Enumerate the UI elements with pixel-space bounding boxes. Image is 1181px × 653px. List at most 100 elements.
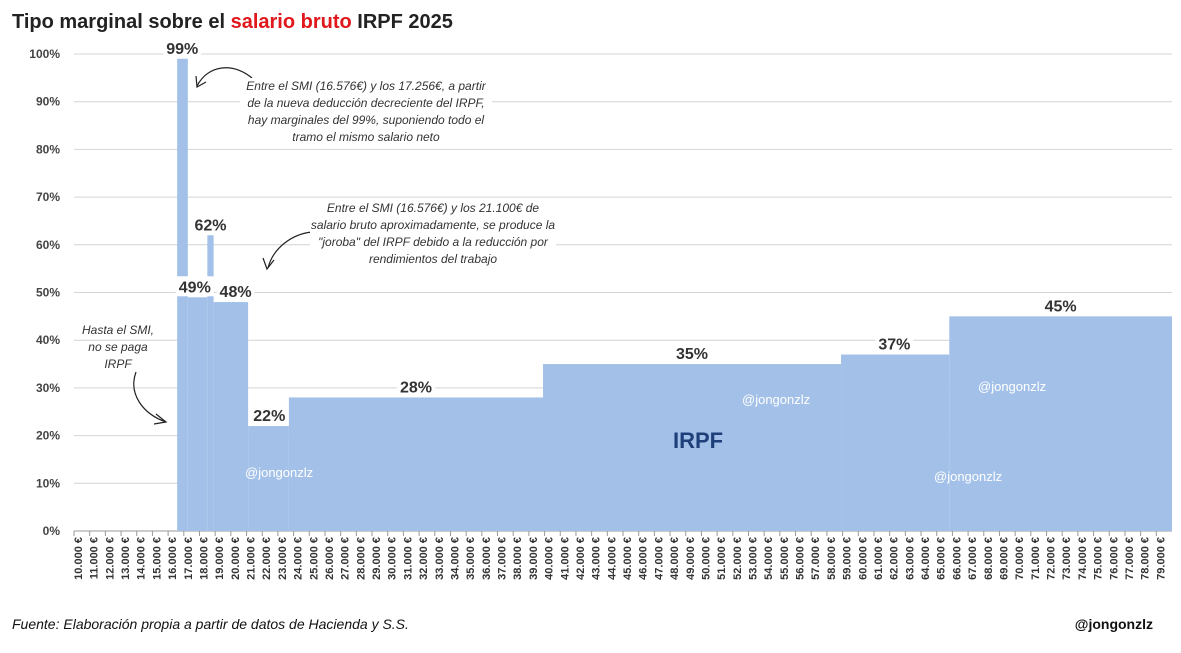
y-tick-label: 60%	[36, 238, 60, 252]
y-tick-label: 70%	[36, 190, 60, 204]
data-label: 49%	[179, 279, 211, 296]
x-tick-label: 25.000 €	[308, 537, 320, 580]
x-tick-label: 14.000 €	[136, 537, 148, 580]
x-tick-label: 43.000 €	[591, 537, 603, 580]
title-part-1: Tipo marginal sobre el	[12, 11, 231, 33]
data-label: 28%	[400, 379, 432, 396]
x-tick-label: 68.000 €	[983, 537, 995, 580]
watermark-4: @jongonzlz	[934, 469, 1003, 484]
arrow-note-3	[133, 371, 167, 423]
x-tick-label: 33.000 €	[434, 537, 446, 580]
x-tick-label: 23.000 €	[277, 537, 289, 580]
x-tick-label: 75.000 €	[1093, 537, 1105, 580]
watermark-1: @jongonzlz	[245, 465, 314, 480]
x-tick-label: 32.000 €	[418, 537, 430, 580]
annotation-99-percent: Entre el SMI (16.576€) y los 17.256€, a …	[240, 78, 492, 146]
rate-segment	[213, 302, 249, 531]
data-label: 48%	[220, 284, 252, 301]
x-tick-label: 36.000 €	[481, 537, 493, 580]
chart-title: Tipo marginal sobre el salario bruto IRP…	[12, 11, 453, 34]
y-tick-label: 50%	[36, 286, 60, 300]
data-label-bg	[163, 37, 202, 58]
rate-segment	[248, 426, 289, 531]
watermark-3: @jongonzlz	[978, 379, 1047, 394]
x-tick-label: 47.000 €	[653, 537, 665, 580]
x-tick-label: 26.000 €	[324, 537, 336, 580]
rate-area	[177, 58, 1172, 532]
x-tick-label: 34.000 €	[449, 537, 461, 580]
x-tick-label: 35.000 €	[465, 537, 477, 580]
x-tick-label: 63.000 €	[904, 537, 916, 580]
y-tick-label: 40%	[36, 333, 60, 347]
annotation-arrows	[133, 67, 313, 425]
data-label-bg	[1041, 295, 1080, 316]
x-tick-label: 60.000 €	[857, 537, 869, 580]
x-tick-label: 10.000 €	[73, 537, 85, 580]
x-tick-label: 17.000 €	[183, 537, 195, 580]
y-axis: 0% 10% 20% 30% 40% 50% 60% 70% 80% 90% 100%	[29, 47, 60, 538]
data-label-bg	[191, 214, 230, 235]
x-tick-label: 24.000 €	[293, 537, 305, 580]
data-label: 37%	[878, 337, 910, 354]
x-tick-label: 22.000 €	[261, 537, 273, 580]
data-label: 22%	[253, 408, 285, 425]
arrowhead-note-1	[195, 75, 207, 88]
x-tick-label: 61.000 €	[873, 537, 885, 580]
x-tick-label: 39.000 €	[528, 537, 540, 580]
rate-segment	[543, 364, 842, 531]
x-tick-label: 31.000 €	[402, 537, 414, 580]
x-tick-label: 59.000 €	[842, 537, 854, 580]
data-label-bg	[175, 276, 214, 297]
x-tick-label: 49.000 €	[685, 537, 697, 580]
data-labels: 99% 62% 49% 48% 22% 28% 35% 37% 45%	[163, 37, 1080, 426]
data-label-bg	[250, 405, 289, 426]
x-tick-label: 19.000 €	[214, 537, 226, 580]
x-tick-label: 51.000 €	[716, 537, 728, 580]
x-tick-label: 45.000 €	[622, 537, 634, 580]
rate-segment	[207, 235, 214, 531]
arrowhead-note-2	[262, 257, 275, 271]
x-tick-label: 15.000 €	[151, 537, 163, 580]
x-tick-label: 77.000 €	[1124, 537, 1136, 580]
x-tick-label: 78.000 €	[1140, 537, 1152, 580]
data-label: 62%	[194, 217, 226, 234]
watermark-2: @jongonzlz	[742, 392, 811, 407]
data-label: 45%	[1045, 298, 1077, 315]
rate-segment	[841, 354, 950, 531]
arrow-note-1	[196, 67, 253, 87]
x-tick-label: 76.000 €	[1108, 537, 1120, 580]
title-part-2: IRPF 2025	[351, 11, 453, 33]
x-tick-label: 62.000 €	[889, 537, 901, 580]
y-tick-label: 100%	[29, 47, 60, 61]
x-tick-label: 30.000 €	[387, 537, 399, 580]
x-tick-label: 29.000 €	[371, 537, 383, 580]
annotation-joroba: Entre el SMI (16.576€) y los 21.100€ de …	[310, 200, 556, 268]
x-tick-label: 71.000 €	[1030, 537, 1042, 580]
x-tick-label: 28.000 €	[355, 537, 367, 580]
series-label: IRPF	[673, 428, 724, 453]
x-tick-label: 67.000 €	[967, 537, 979, 580]
x-tick-label: 18.000 €	[198, 537, 210, 580]
arrow-note-2	[267, 231, 313, 269]
x-tick-label: 20.000 €	[230, 537, 242, 580]
data-label: 35%	[676, 346, 708, 363]
x-tick-label: 56.000 €	[795, 537, 807, 580]
x-tick-label: 74.000 €	[1077, 537, 1089, 580]
x-tick-label: 27.000 €	[340, 537, 352, 580]
x-tick-label: 11.000 €	[89, 537, 101, 579]
title-highlight: salario bruto	[230, 11, 352, 33]
rate-segment	[187, 297, 208, 531]
x-tick-label: 37.000 €	[497, 537, 509, 580]
x-tick-label: 40.000 €	[544, 537, 556, 580]
y-tick-label: 90%	[36, 95, 60, 109]
x-tick-label: 53.000 €	[747, 537, 759, 580]
x-tick-label: 64.000 €	[920, 537, 932, 580]
x-tick-label: 21.000 €	[246, 537, 258, 580]
rate-segment	[288, 397, 544, 531]
x-tick-label: 38.000 €	[512, 537, 524, 580]
x-tick-label: 50.000 €	[700, 537, 712, 580]
x-tick-label: 57.000 €	[810, 537, 822, 580]
author-handle: @jongonzlz	[1074, 616, 1153, 632]
x-tick-label: 58.000 €	[826, 537, 838, 580]
x-tick-label: 54.000 €	[763, 537, 775, 580]
